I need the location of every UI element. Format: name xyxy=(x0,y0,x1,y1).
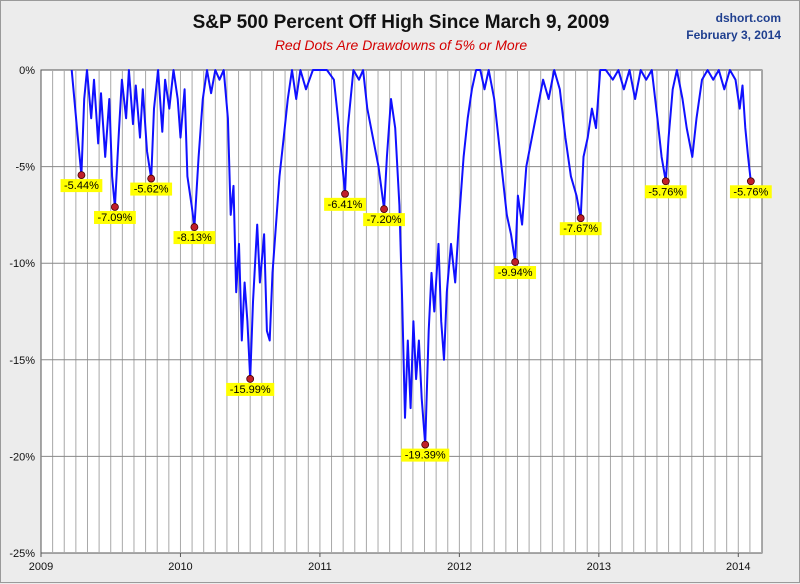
x-tick-label: 2009 xyxy=(29,561,53,573)
drawdown-dot xyxy=(111,203,119,211)
drawdown-label: -8.13% xyxy=(177,232,212,244)
y-tick-label: -25% xyxy=(9,548,35,560)
date-label: February 3, 2014 xyxy=(686,28,781,42)
drawdown-label: -5.76% xyxy=(733,186,768,198)
drawdown-dot xyxy=(341,189,349,198)
drawdown-dot xyxy=(190,223,199,231)
y-tick-label: 0% xyxy=(19,65,35,77)
plot-area: 0% -5% -10% -15% -20% -25%2009 2010 2011 2012 201… xyxy=(9,65,772,573)
drawdown-label: -15.99% xyxy=(230,384,271,396)
drawdown-dot xyxy=(661,177,670,186)
x-tick-label: 2011 xyxy=(308,561,332,573)
drawdown-label: -5.76% xyxy=(648,186,683,198)
drawdown-label-bg xyxy=(130,182,173,196)
x-tick-label: 2012 xyxy=(447,561,471,573)
x-tick-label: 2014 xyxy=(726,561,750,573)
drawdown-label: -7.67% xyxy=(563,223,598,235)
drawdown-label: -6.41% xyxy=(328,199,363,211)
drawdown-label: -7.09% xyxy=(97,212,132,224)
drawdown-label-bg xyxy=(363,213,405,227)
x-tick-label: 2010 xyxy=(168,561,192,573)
drawdown-dot xyxy=(246,375,255,383)
drawdown-dot xyxy=(746,177,755,186)
drawdown-label-bg xyxy=(173,231,216,245)
drawdown-label-bg xyxy=(324,197,366,211)
drawdown-label: -19.39% xyxy=(405,450,446,462)
drawdown-label-bg xyxy=(644,185,687,199)
y-tick-label: -10% xyxy=(9,258,35,270)
drawdown-label: -9.94% xyxy=(498,267,533,279)
drawdown-label-bg xyxy=(401,448,450,462)
drawdown-label-bg xyxy=(729,185,772,199)
y-tick-label: -15% xyxy=(9,355,35,367)
drawdown-label: -7.20% xyxy=(367,214,402,226)
x-tick-label: 2013 xyxy=(587,561,611,573)
drawdown-dot xyxy=(380,205,388,214)
drawdown-label-bg xyxy=(94,210,136,224)
chart-subtitle: Red Dots Are Drawdowns of 5% or More xyxy=(275,37,528,53)
drawdown-label-bg xyxy=(494,266,537,280)
y-tick-label: -5% xyxy=(15,162,35,174)
drawdown-dot xyxy=(576,214,585,223)
drawdown-dot xyxy=(147,174,156,183)
drawdown-label-bg xyxy=(60,179,103,193)
drawdown-dot xyxy=(77,171,86,180)
drawdown-dot xyxy=(421,440,430,449)
drawdown-label: -5.62% xyxy=(134,184,169,196)
drawdown-label-bg xyxy=(559,222,602,236)
drawdown-label: -5.44% xyxy=(64,180,99,192)
chart-title: S&P 500 Percent Off High Since March 9, … xyxy=(193,12,610,33)
drawdown-label-bg xyxy=(226,382,275,396)
y-tick-label: -20% xyxy=(9,451,35,463)
drawdown-dot xyxy=(511,258,520,266)
source-label: dshort.com xyxy=(716,11,781,25)
series-line xyxy=(70,69,752,446)
